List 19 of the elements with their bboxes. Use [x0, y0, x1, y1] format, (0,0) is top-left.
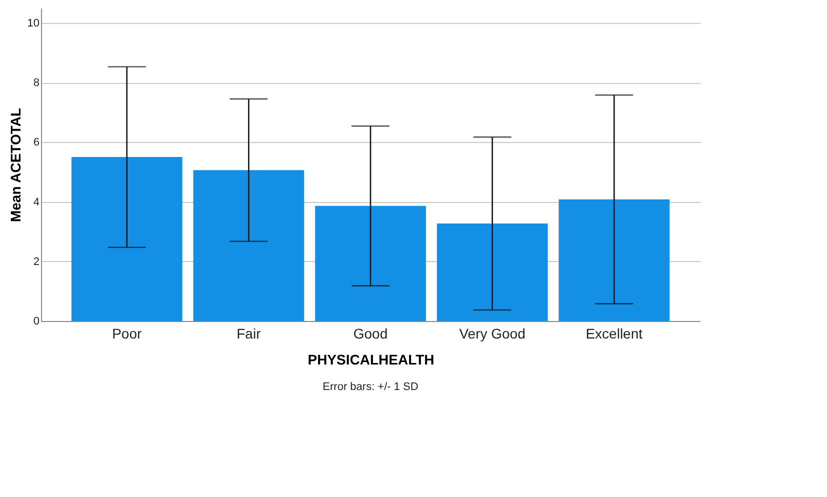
y-tick-label: 10 — [27, 17, 40, 30]
x-tick-label: Good — [353, 326, 388, 342]
bar — [436, 224, 548, 321]
y-axis-title: Mean ACETOTAL — [7, 108, 24, 222]
bar — [315, 206, 426, 321]
y-tick-label: 0 — [33, 316, 40, 328]
x-tick-label: Poor — [112, 326, 142, 342]
text: Error bars: +/- 1 SD — [322, 381, 418, 393]
y-tick-label: 2 — [33, 256, 40, 268]
x-axis-title: PHYSICALHEALTH — [308, 352, 434, 368]
y-tick-label: 6 — [33, 136, 40, 149]
bar — [193, 170, 304, 321]
x-tick-label: Fair — [236, 326, 262, 342]
x-tick-label: Excellent — [586, 326, 643, 342]
x-tick-label: Very Good — [459, 326, 526, 342]
y-tick-label: 8 — [33, 77, 40, 90]
y-tick-label: 4 — [33, 196, 40, 208]
bar — [558, 199, 670, 321]
bar — [71, 157, 182, 321]
